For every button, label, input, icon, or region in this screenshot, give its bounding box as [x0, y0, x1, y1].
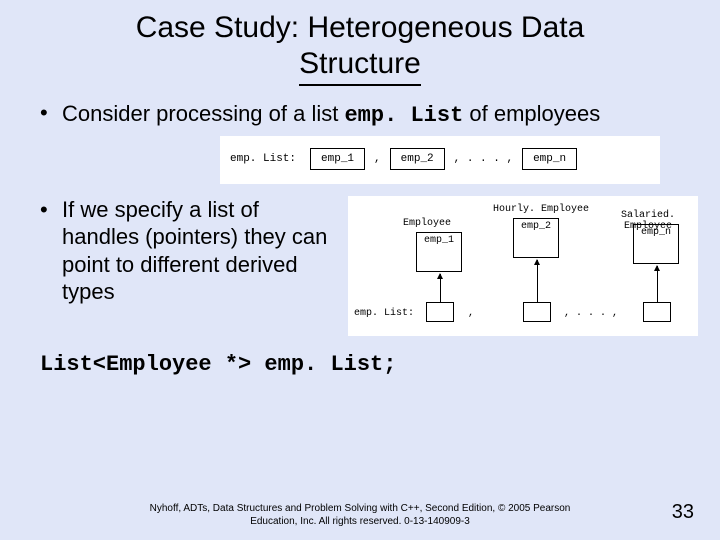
fig1-ellipsis: , . . . ,: [453, 153, 514, 165]
fig2-obj2-label: emp_2: [521, 221, 551, 232]
bullet1-text: Consider processing of a list emp. List …: [62, 100, 600, 130]
bullet-marker: •: [40, 196, 62, 336]
bullet1-part-a: Consider processing of a list: [62, 101, 344, 126]
fig2-type-employee: Employee: [403, 218, 451, 229]
fig2-arrow-3: [657, 266, 658, 302]
fig2-obj-3: emp_n: [633, 224, 679, 264]
fig2-type-hourly: Hourly. Employee: [493, 204, 589, 215]
title-line1: Case Study: Heterogeneous Data: [136, 11, 585, 44]
fig2-ptr-2: [523, 302, 551, 322]
fig2-ptr-3: [643, 302, 671, 322]
footer-line2: Education, Inc. All rights reserved. 0-1…: [250, 516, 470, 527]
fig2-ptr-1: [426, 302, 454, 322]
fig2-obj3-label: emp_n: [641, 227, 671, 238]
bullet1-part-b: of employees: [463, 101, 600, 126]
row-2: • If we specify a list of handles (point…: [0, 190, 720, 336]
fig2-obj1-label: emp_1: [424, 235, 454, 246]
figure-list-boxes: emp. List: emp_1 , emp_2 , . . . , emp_n: [220, 136, 660, 184]
fig1-label: emp. List:: [230, 153, 296, 165]
fig2-obj-1: emp_1: [416, 232, 462, 272]
fig1-cell-1: emp_1: [310, 148, 365, 170]
bullet-2: • If we specify a list of handles (point…: [40, 196, 340, 336]
code-declaration: List<Employee *> emp. List;: [0, 336, 720, 377]
slide-title: Case Study: Heterogeneous Data Structure: [0, 0, 720, 92]
fig1-sep1: ,: [373, 153, 382, 165]
fig2-arrow-1: [440, 274, 441, 302]
fig2-ellipsis: , . . . ,: [564, 308, 618, 319]
page-number: 33: [672, 501, 694, 524]
fig2-list-label: emp. List:: [354, 308, 414, 319]
footer-citation: Nyhoff, ADTs, Data Structures and Proble…: [0, 503, 720, 528]
bullet-marker: •: [40, 100, 62, 126]
figure-pointer-diagram: Employee Hourly. Employee Salaried. Empl…: [348, 196, 698, 336]
bullet2-text: If we specify a list of handles (pointer…: [62, 196, 340, 336]
fig1-cell-3: emp_n: [522, 148, 577, 170]
fig2-obj-2: emp_2: [513, 218, 559, 258]
footer-line1: Nyhoff, ADTs, Data Structures and Proble…: [150, 503, 571, 514]
fig2-arrow-2: [537, 260, 538, 302]
fig2-sep1: ,: [468, 308, 474, 319]
bullet1-code: emp. List: [344, 103, 463, 128]
title-line2: Structure: [299, 46, 421, 86]
bullet-1: • Consider processing of a list emp. Lis…: [0, 92, 720, 130]
fig1-cell-2: emp_2: [390, 148, 445, 170]
